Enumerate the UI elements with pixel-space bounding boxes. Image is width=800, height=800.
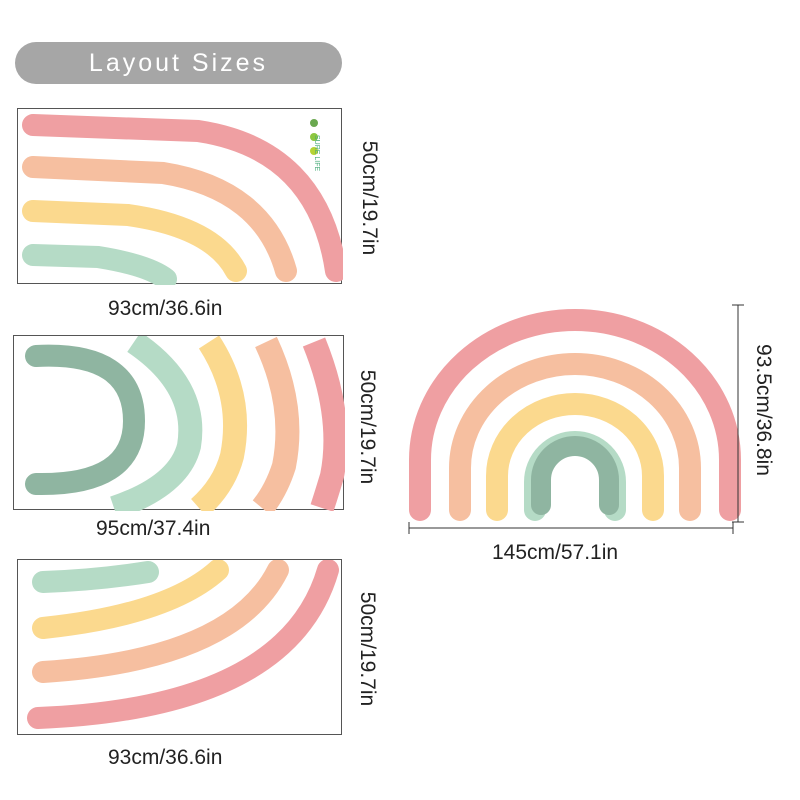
- arc-yellow: [190, 336, 248, 511]
- sheet-2: [13, 335, 345, 511]
- sheet-1: SURE LIFE: [17, 108, 343, 285]
- sheet-2-width-label: 95cm/37.4in: [96, 517, 211, 540]
- sheet-3: [17, 559, 342, 735]
- sheet-2-arcs: [25, 336, 345, 511]
- layout-sizes-title: Layout Sizes: [15, 42, 342, 84]
- rainbow-arc-sage: [531, 436, 619, 515]
- arc-pink: [22, 114, 343, 282]
- assembled-rainbow: [408, 304, 744, 534]
- brand-logo-icon: [310, 119, 318, 155]
- sheet-3-arcs: [27, 560, 339, 729]
- arc-mint: [22, 244, 177, 285]
- arc-sage: [25, 344, 146, 496]
- sheet-3-width-label: 93cm/36.6in: [108, 746, 223, 769]
- arc-mint: [32, 561, 159, 593]
- rainbow-arc-yellow: [486, 393, 664, 521]
- arc-mint: [110, 336, 203, 511]
- brand-logo-text: SURE LIFE: [313, 135, 320, 172]
- arc-yellow: [22, 200, 247, 282]
- sheet-1-arcs: [22, 114, 343, 285]
- assembled-width-label: 145cm/57.1in: [492, 541, 619, 564]
- sheet-2-height-label: 50cm/19.7in: [356, 369, 379, 485]
- arc-pink: [27, 560, 339, 729]
- assembled-height-label: 93.5cm/36.8in: [752, 344, 775, 476]
- rainbow-arc-peach: [449, 353, 701, 521]
- sheet-1-height-label: 50cm/19.7in: [358, 140, 381, 256]
- sheet-1-width-label: 93cm/36.6in: [108, 297, 223, 320]
- arc-pink: [302, 337, 345, 511]
- sheet-3-height-label: 50cm/19.7in: [356, 591, 379, 707]
- arc-peach: [22, 156, 297, 282]
- arc-peach: [252, 336, 300, 511]
- arc-peach: [32, 560, 289, 683]
- rainbow-arc-pink: [409, 309, 741, 521]
- arc-yellow: [32, 560, 229, 639]
- brand-logo: SURE LIFE: [306, 115, 340, 171]
